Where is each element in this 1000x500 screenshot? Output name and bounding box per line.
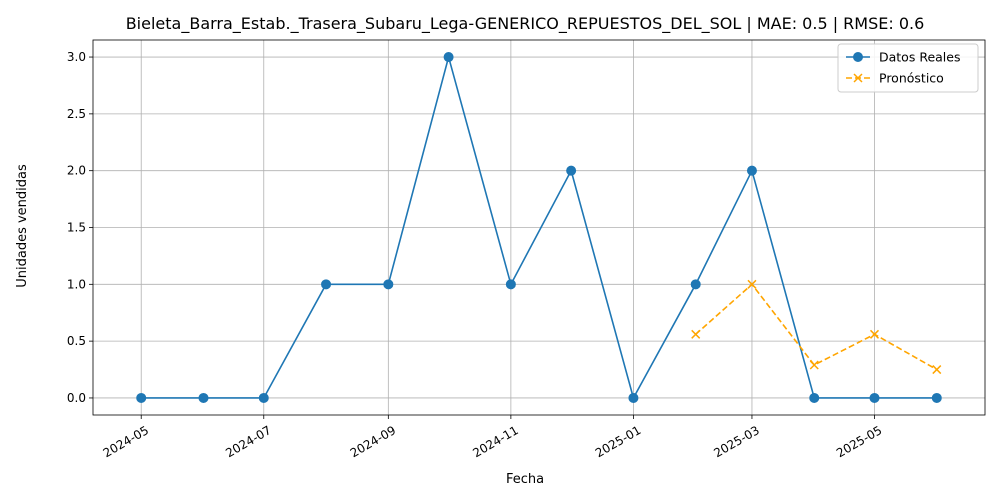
x-tick-label: 2024-11: [470, 423, 520, 460]
x-axis-ticks: 2024-05 2024-07 2024-09 2024-11 2025-01 2025-…: [101, 415, 884, 460]
x-axis-label: Fecha: [506, 472, 544, 487]
y-axis-label: Unidades vendidas: [15, 164, 30, 288]
data-point: [505, 279, 516, 290]
y-axis-ticks: 0.0 0.5 1.0 1.5 2.0 2.5 3.0: [67, 50, 93, 405]
data-point: [869, 329, 880, 339]
chart-title: Bieleta_Barra_Estab._Trasera_Subaru_Lega…: [126, 14, 925, 34]
y-tick-label: 2.5: [67, 107, 86, 121]
data-point: [809, 392, 820, 403]
legend-marker: [853, 73, 863, 83]
data-point: [321, 279, 332, 290]
y-tick-label: 0.5: [67, 334, 86, 348]
data-point: [809, 360, 819, 370]
y-tick-label: 3.0: [67, 50, 86, 64]
data-point: [198, 392, 209, 403]
legend-label: Pronóstico: [879, 71, 944, 86]
series-line: [141, 53, 937, 401]
series-line: [695, 283, 938, 371]
data-point: [136, 392, 147, 403]
series-2: [691, 279, 942, 375]
x-tick-label: 2025-05: [834, 423, 884, 460]
y-tick-label: 1.5: [67, 221, 86, 235]
data-point: [383, 279, 394, 290]
y-tick-label: 2.0: [67, 164, 86, 178]
data-point: [691, 329, 701, 339]
data-point: [566, 165, 577, 176]
legend: Datos Reales Pronóstico: [837, 43, 979, 93]
y-tick-label: 0.0: [67, 391, 86, 405]
grid-lines: [93, 40, 985, 415]
data-point: [932, 365, 942, 375]
data-point: [443, 52, 454, 63]
legend-box: [837, 43, 979, 93]
data-point: [628, 392, 639, 403]
series-layer: [136, 52, 942, 403]
x-tick-label: 2025-03: [711, 423, 761, 460]
data-point: [747, 279, 757, 289]
x-tick-label: 2025-01: [593, 423, 643, 460]
legend-label: Datos Reales: [879, 50, 960, 65]
series-1: [136, 52, 942, 403]
x-tick-label: 2024-05: [101, 423, 151, 460]
data-point: [690, 279, 701, 290]
data-point: [258, 392, 269, 403]
data-point: [869, 392, 880, 403]
x-tick-label: 2024-09: [348, 423, 398, 460]
data-point: [746, 165, 757, 176]
data-point: [931, 392, 942, 403]
y-tick-label: 1.0: [67, 277, 86, 291]
x-tick-label: 2024-07: [223, 423, 273, 460]
legend-marker: [853, 52, 863, 62]
